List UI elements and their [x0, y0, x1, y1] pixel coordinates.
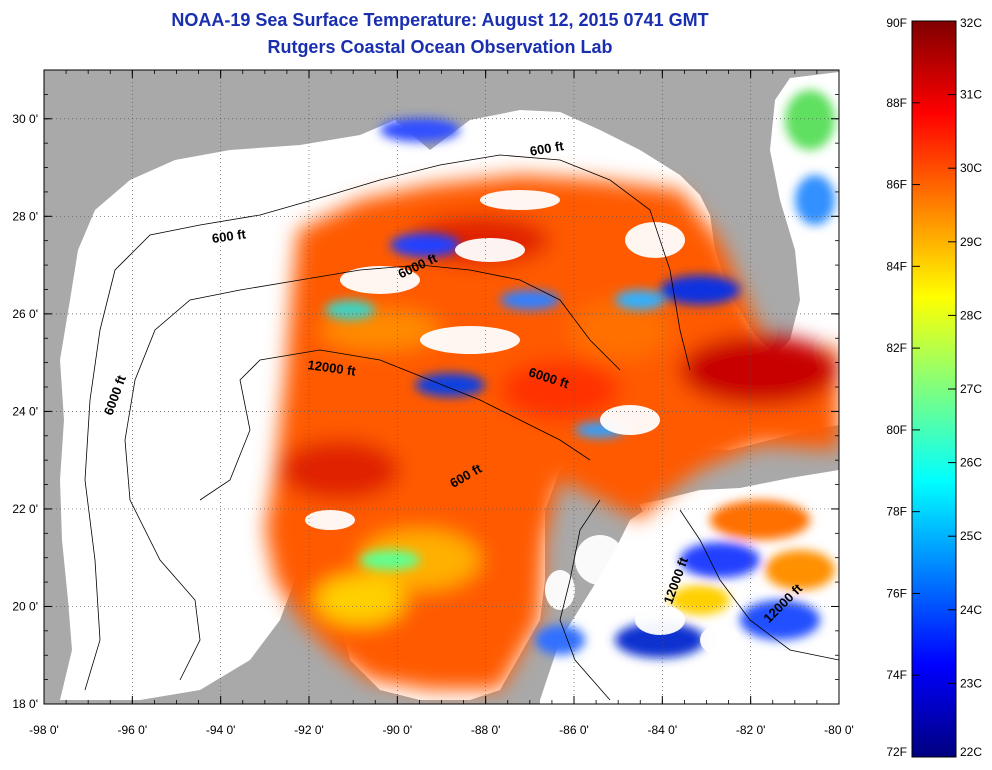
map-subtitle: Rutgers Coastal Ocean Observation Lab — [267, 37, 613, 57]
lon-tick-label: -80 0' — [824, 723, 854, 737]
lon-tick-label: -92 0' — [294, 723, 324, 737]
colorbar-c-label: 26C — [960, 456, 982, 470]
lon-tick-label: -82 0' — [736, 723, 766, 737]
colorbar-f-label: 86F — [886, 178, 907, 192]
lon-tick-label: -88 0' — [471, 723, 501, 737]
lat-tick-label: 18 0' — [12, 697, 38, 711]
colorbar-f-label: 76F — [886, 586, 907, 600]
colorbar-c-label: 23C — [960, 676, 982, 690]
lat-tick-label: 20 0' — [12, 599, 38, 613]
colorbar-f-label: 78F — [886, 505, 907, 519]
colorbar-c-label: 22C — [960, 745, 982, 759]
colorbar-c-label: 27C — [960, 382, 982, 396]
colorbar-f-label: 72F — [886, 745, 907, 759]
lon-tick-label: -90 0' — [383, 723, 413, 737]
lat-tick-label: 30 0' — [12, 112, 38, 126]
contour-label: 600 ft — [211, 226, 247, 246]
temperature-colorbar: 90F 88F 86F 84F 82F 80F 78F 76F 74F 72F 32C 31C 30C… — [886, 16, 982, 759]
colorbar-c-label: 32C — [960, 16, 982, 30]
colorbar-fahrenheit-scale: 90F 88F 86F 84F 82F 80F 78F 76F 74F 72F — [886, 16, 920, 759]
lat-tick-label: 26 0' — [12, 307, 38, 321]
lon-tick-label: -86 0' — [559, 723, 589, 737]
lon-tick-label: -98 0' — [29, 723, 59, 737]
lon-tick-label: -96 0' — [118, 723, 148, 737]
colorbar-c-label: 29C — [960, 235, 982, 249]
colorbar-f-label: 84F — [886, 259, 907, 273]
lat-tick-label: 28 0' — [12, 209, 38, 223]
lat-tick-label: 22 0' — [12, 502, 38, 516]
lon-tick-label: -94 0' — [206, 723, 236, 737]
colorbar-f-label: 74F — [886, 668, 907, 682]
bathymetry-contours — [84, 154, 839, 701]
contour-label: 600 ft — [529, 138, 566, 159]
lat-tick-label: 24 0' — [12, 404, 38, 418]
map-grid — [44, 70, 839, 704]
colorbar-f-label: 82F — [886, 341, 907, 355]
colorbar-c-label: 24C — [960, 603, 982, 617]
colorbar-c-label: 30C — [960, 161, 982, 175]
map-title: NOAA-19 Sea Surface Temperature: August … — [171, 10, 709, 30]
colorbar-celsius-scale: 32C 31C 30C 29C 28C 27C 26C 25C 24C 23C 22C — [948, 16, 982, 759]
colorbar-f-label: 90F — [886, 16, 907, 30]
map-axes: -98 0' -96 0' -94 0' -92 0' -90 0' -88 0' -86 … — [12, 69, 854, 737]
colorbar-c-label: 28C — [960, 308, 982, 322]
lon-tick-label: -84 0' — [648, 723, 678, 737]
colorbar-c-label: 25C — [960, 529, 982, 543]
colorbar-c-label: 31C — [960, 88, 982, 102]
colorbar-f-label: 80F — [886, 423, 907, 437]
sst-data-swath — [265, 90, 839, 690]
contour-label: 12000 ft — [307, 357, 358, 379]
colorbar-f-label: 88F — [886, 96, 907, 110]
